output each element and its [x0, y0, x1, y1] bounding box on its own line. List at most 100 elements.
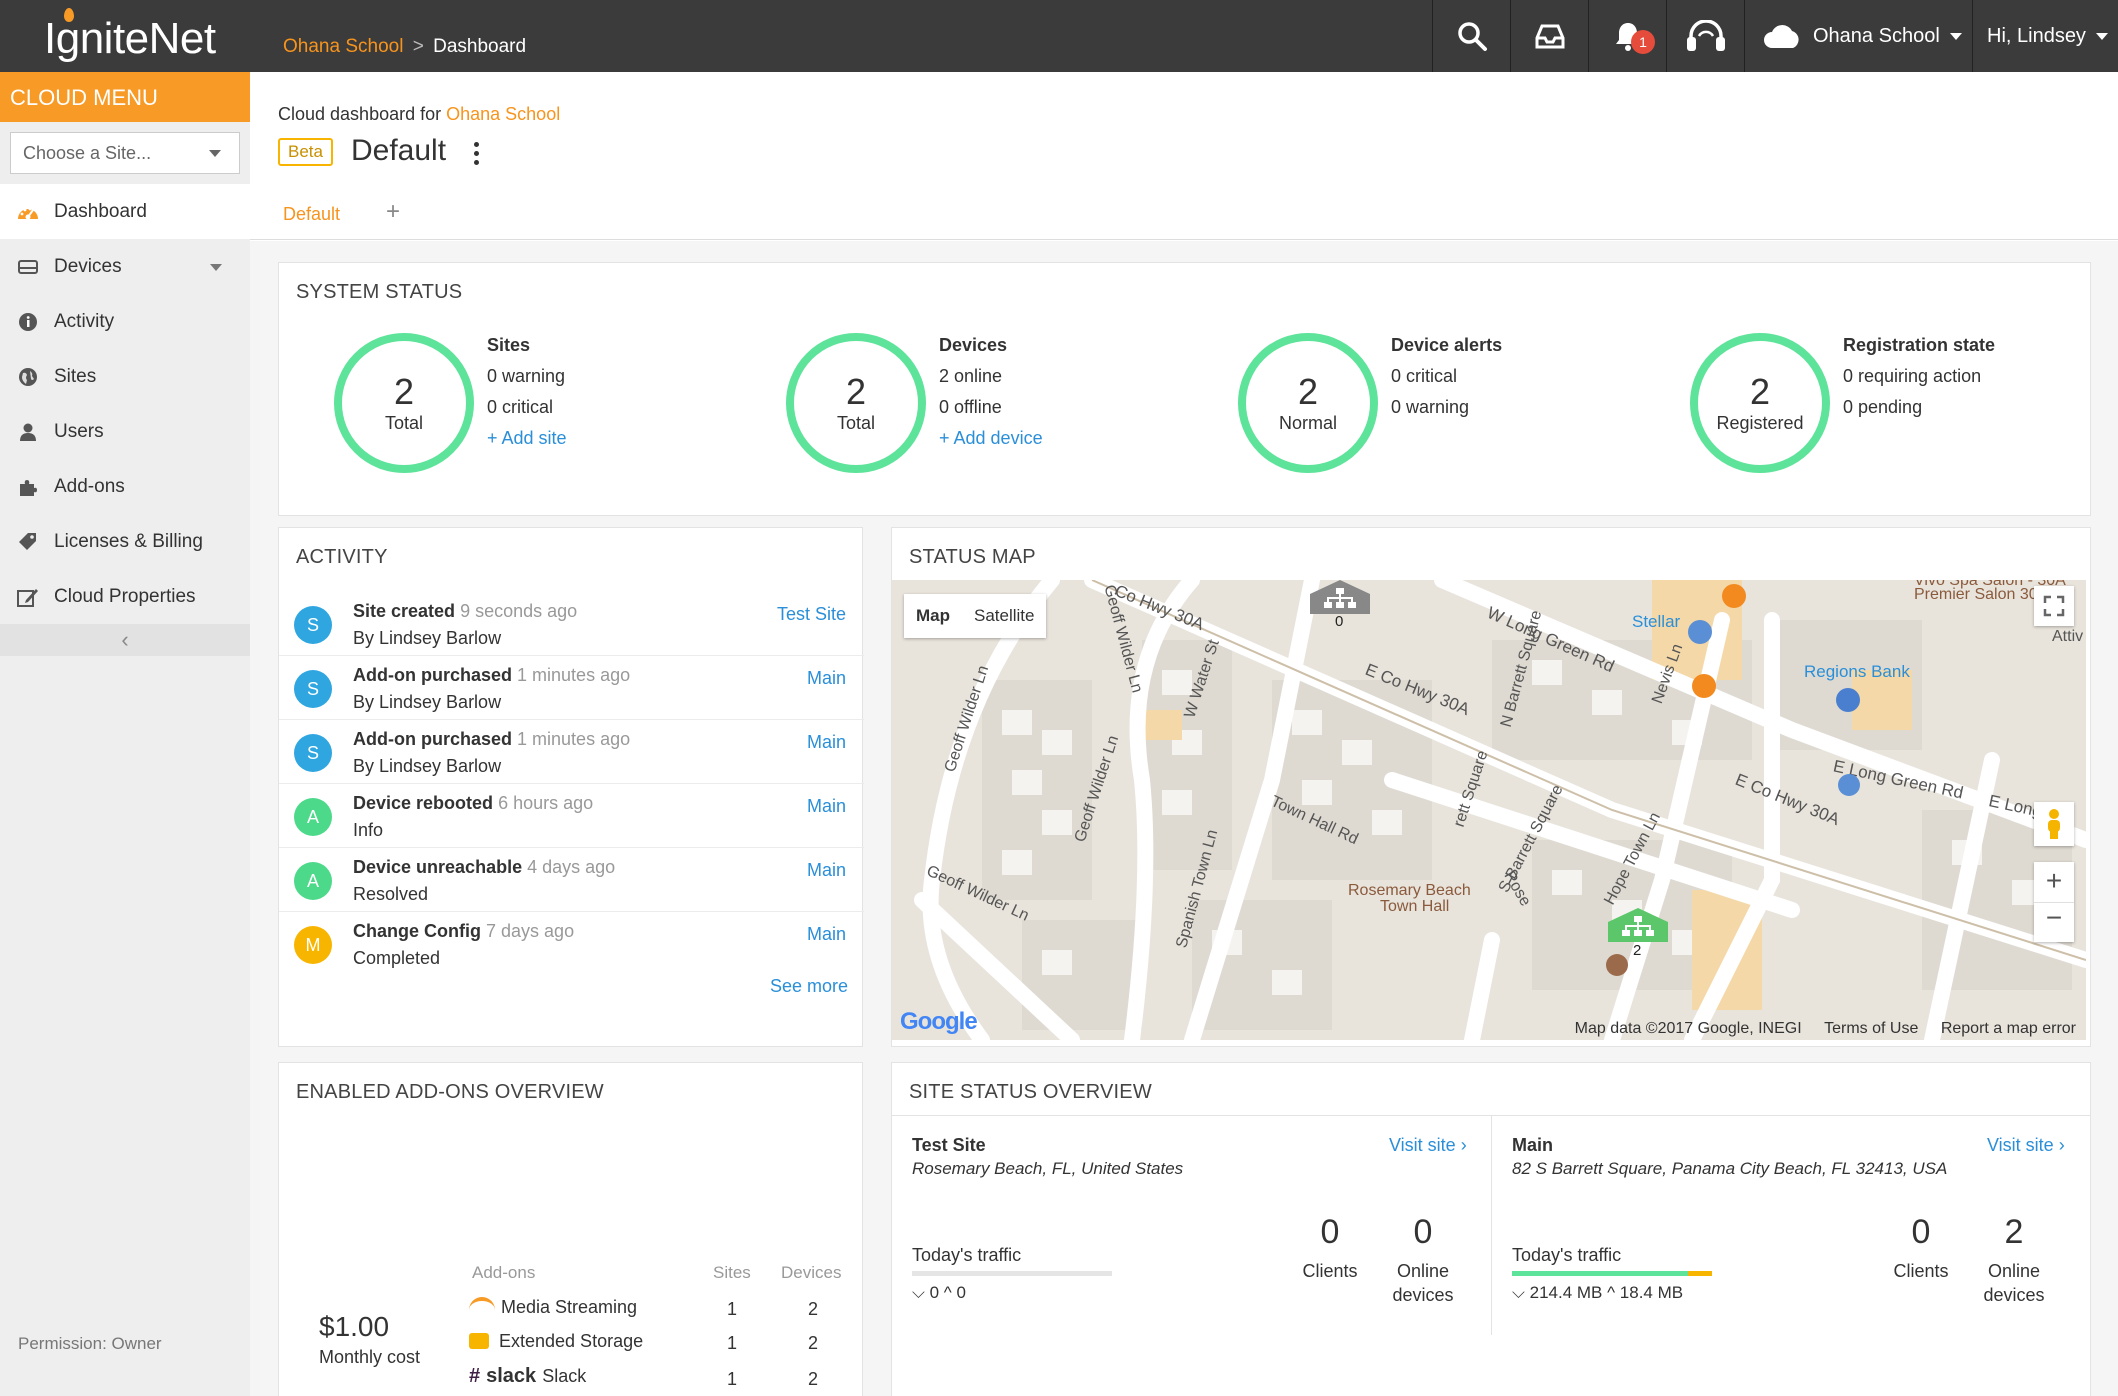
traffic-bar: [912, 1271, 1112, 1276]
site-address: 82 S Barrett Square, Panama City Beach, …: [1512, 1159, 1948, 1178]
avatar: M: [294, 926, 332, 964]
visit-site-link[interactable]: Visit site ›: [1389, 1135, 1467, 1155]
shopping-icon: [1838, 774, 1860, 796]
avatar: S: [294, 670, 332, 708]
online-devices-label: Online devices: [1983, 1261, 2045, 1305]
visit-site-link[interactable]: Visit site ›: [1987, 1135, 2065, 1155]
globe-icon: [16, 365, 40, 389]
map-label: Rosemary Beach: [1348, 882, 1471, 899]
addon-devices: 2: [808, 1369, 819, 1389]
activity-site-link[interactable]: Main: [806, 732, 846, 752]
pin-count: 0: [1335, 613, 1344, 630]
site-select[interactable]: Choose a Site...: [10, 132, 240, 174]
headset-icon: [1686, 20, 1725, 51]
online-devices-label: Online devices: [1392, 1261, 1454, 1305]
activity-panel: ACTIVITY S Site created 9 seconds ago By …: [278, 527, 864, 1047]
chevron-down-icon: [210, 264, 222, 271]
status-map[interactable]: Co Hwy 30A E Co Hwy 30A E Co Hwy 30A W L…: [892, 580, 2086, 1040]
zoom-out-button[interactable]: −: [2034, 902, 2074, 942]
site-menu[interactable]: Ohana School: [1744, 0, 1972, 72]
activity-site-link[interactable]: Main: [806, 668, 846, 688]
support-button[interactable]: [1666, 0, 1744, 72]
sidebar-item-add-ons[interactable]: Add-ons: [0, 459, 250, 514]
ignitenet-logo[interactable]: IgniteNet: [44, 8, 216, 64]
map-attribution: Map data ©2017 Google, INEGI Terms of Us…: [1574, 1020, 2076, 1037]
map-label: Attiv: [2052, 628, 2084, 645]
puzzle-icon: [16, 475, 40, 499]
site-name: Test Site: [912, 1135, 986, 1155]
org-link[interactable]: Ohana School: [446, 104, 561, 124]
activity-site-link[interactable]: Test Site: [776, 604, 846, 624]
activity-site-link[interactable]: Main: [806, 860, 846, 880]
monthly-cost-value: $1.00: [319, 1311, 390, 1342]
activity-site-link[interactable]: Main: [806, 924, 846, 944]
map-type-map-button[interactable]: Map: [916, 606, 950, 625]
report-map-error-link[interactable]: Report a map error: [1940, 1020, 2076, 1037]
addon-sites: 1: [727, 1299, 738, 1319]
status-map-panel: STATUS MAP: [891, 527, 2091, 1047]
clients-count: 0: [1320, 1213, 1340, 1251]
terms-of-use-link[interactable]: Terms of Use: [1824, 1020, 1919, 1037]
sidebar-item-dashboard[interactable]: Dashboard: [0, 184, 250, 239]
avatar: A: [294, 862, 332, 900]
sidebar-item-devices[interactable]: Devices: [0, 239, 250, 294]
avatar: A: [294, 798, 332, 836]
more-options-icon[interactable]: [474, 142, 482, 169]
pegman-icon: [2048, 809, 2060, 839]
addon-row: Extended Storage: [469, 1331, 643, 1352]
breadcrumb-org[interactable]: Ohana School: [283, 36, 404, 57]
zoom-controls: + −: [2034, 862, 2074, 942]
sidebar-item-activity[interactable]: Activity: [0, 294, 250, 349]
sites-ring: 2 Total: [334, 333, 474, 473]
zoom-in-button[interactable]: +: [2045, 865, 2063, 896]
top-actions: 1 Ohana School Hi, Lindsey: [1432, 0, 2118, 72]
cloud-menu-header: CLOUD MENU: [0, 72, 250, 122]
site-pin-green-icon[interactable]: [1608, 908, 1668, 942]
search-button[interactable]: [1432, 0, 1510, 72]
addons-panel: ENABLED ADD-ONS OVERVIEW $1.00 Monthly c…: [278, 1062, 863, 1396]
tab-default[interactable]: Default: [283, 204, 341, 224]
activity-item: A Device rebooted 6 hours ago Info Main: [279, 784, 864, 848]
addon-devices: 2: [808, 1333, 819, 1353]
sidebar: CLOUD MENU Choose a Site... Dashboard De…: [0, 72, 250, 1396]
breadcrumb: Ohana School > Dashboard: [283, 36, 526, 58]
site-pin-gray-icon[interactable]: [1310, 580, 1370, 614]
sidebar-item-cloud-properties[interactable]: Cloud Properties: [0, 569, 250, 624]
add-device-link[interactable]: + Add device: [939, 428, 1043, 448]
activity-item: S Site created 9 seconds ago By Lindsey B…: [279, 592, 864, 656]
user-menu[interactable]: Hi, Lindsey: [1972, 0, 2118, 72]
add-site-link[interactable]: + Add site: [487, 428, 567, 448]
cloud-icon: [1764, 25, 1799, 48]
chevron-down-icon: [209, 150, 221, 157]
map-streets: [892, 580, 2086, 1040]
notifications-button[interactable]: 1: [1588, 0, 1666, 72]
activity-item: M Change Config 7 days ago Completed Main: [279, 912, 864, 976]
extended-storage-icon: [469, 1333, 489, 1349]
addon-sites: 1: [727, 1333, 738, 1353]
see-more-link[interactable]: See more: [769, 976, 848, 996]
map-type-satellite-button[interactable]: Satellite: [974, 606, 1035, 625]
add-tab-button[interactable]: +: [386, 198, 401, 225]
activity-site-link[interactable]: Main: [806, 796, 846, 816]
clients-label: Clients: [1302, 1261, 1358, 1281]
activity-item: S Add-on purchased 1 minutes ago By Linds…: [279, 656, 864, 720]
street-view-button[interactable]: [2034, 802, 2074, 846]
fullscreen-button[interactable]: [2034, 586, 2074, 626]
monthly-cost-label: Monthly cost: [319, 1347, 421, 1367]
inbox-button[interactable]: [1510, 0, 1588, 72]
map-label: Premier Salon 30a: [1914, 586, 2047, 603]
sidebar-item-users[interactable]: Users: [0, 404, 250, 459]
chevron-left-icon: ‹: [121, 627, 129, 652]
sidebar-item-sites[interactable]: Sites: [0, 349, 250, 404]
device-alerts-stats: Device alerts 0 critical 0 warning: [1391, 335, 1503, 417]
online-devices-count: 0: [1413, 1213, 1433, 1251]
traffic-values: ⌵ 214.4 MB ^ 18.4 MB: [1512, 1283, 1684, 1302]
panel-title: SYSTEM STATUS: [296, 281, 463, 303]
sidebar-item-licenses-billing[interactable]: Licenses & Billing: [0, 514, 250, 569]
activity-item: A Device unreachable 4 days ago Resolved …: [279, 848, 864, 912]
bank-icon: [1836, 688, 1860, 712]
avatar: S: [294, 606, 332, 644]
chevron-down-icon: [2095, 32, 2108, 40]
collapse-sidebar-button[interactable]: ‹: [0, 624, 250, 656]
traffic-values: ⌵ 0 ^ 0: [912, 1283, 966, 1302]
